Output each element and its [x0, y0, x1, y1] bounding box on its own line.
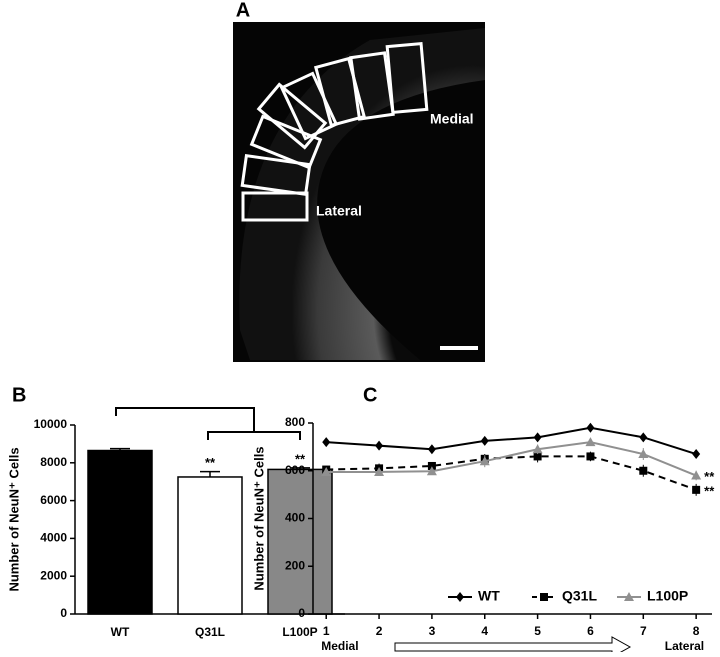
significance-mark: **: [205, 455, 216, 470]
marker: [456, 592, 464, 602]
marker: [691, 470, 702, 480]
x-tick-label: 1: [323, 624, 330, 638]
panel-letter: A: [236, 0, 250, 21]
panel-letter: B: [12, 384, 26, 406]
x-tick-label: Q31L: [195, 625, 225, 639]
x-tick-label: WT: [111, 625, 130, 639]
direction-arrow: [394, 636, 632, 657]
y-tick-label: 200: [285, 558, 305, 572]
x-tick-label: L100P: [282, 625, 317, 639]
y-axis-label: Number of NeuN⁺ Cells: [6, 447, 21, 591]
y-tick-label: 600: [285, 463, 305, 477]
marker: [692, 485, 701, 494]
series-line: [326, 455, 697, 491]
marker: [638, 449, 649, 459]
significance-bracket: [115, 407, 301, 440]
region-label: Lateral: [316, 203, 362, 219]
legend-label: WT: [478, 588, 500, 604]
marker: [427, 461, 436, 470]
series-line: [326, 426, 697, 455]
significance-mark: **: [704, 483, 715, 498]
marker: [374, 466, 385, 476]
significance-mark: **: [295, 451, 306, 466]
panel-letter: C: [363, 384, 377, 406]
x-tick-label: 8: [693, 624, 700, 638]
significance-mark: **: [704, 469, 715, 484]
marker: [540, 593, 548, 601]
bar: [87, 449, 153, 615]
marker: [586, 452, 595, 461]
x-end-label: Medial: [321, 639, 358, 652]
marker: [624, 592, 634, 601]
y-tick-label: 0: [298, 606, 305, 620]
x-end-label: Lateral: [665, 639, 704, 652]
x-tick-label: 3: [429, 624, 436, 638]
y-tick-label: 10000: [34, 417, 68, 431]
y-tick-label: 800: [285, 415, 305, 429]
marker: [639, 432, 648, 443]
x-tick-label: 7: [640, 624, 647, 638]
marker: [585, 437, 596, 447]
marker: [532, 444, 543, 454]
bar: [177, 476, 243, 615]
y-tick-label: 4000: [40, 531, 67, 545]
marker: [639, 466, 648, 475]
marker: [426, 466, 437, 476]
bar: [267, 468, 333, 615]
series-line: [326, 441, 697, 477]
x-tick-label: 2: [376, 624, 383, 638]
marker: [586, 422, 595, 433]
tissue: [239, 28, 485, 360]
marker: [533, 452, 542, 461]
legend-label: L100P: [647, 588, 688, 604]
y-tick-label: 0: [60, 606, 67, 620]
y-tick-label: 2000: [40, 568, 67, 582]
y-tick-label: 8000: [40, 455, 67, 469]
marker: [533, 432, 542, 443]
y-axis-label: Number of NeuN⁺ Cells: [251, 446, 266, 590]
marker: [322, 437, 331, 448]
marker: [321, 466, 332, 476]
x-tick-label: 6: [587, 624, 594, 638]
sampling-boxes: [240, 42, 429, 222]
x-tick-label: 4: [481, 624, 488, 638]
marker: [692, 449, 701, 460]
y-tick-label: 6000: [40, 493, 67, 507]
legend-label: Q31L: [562, 588, 597, 604]
marker: [480, 435, 489, 446]
marker: [427, 444, 436, 455]
region-label: Medial: [430, 111, 474, 127]
marker: [479, 456, 490, 466]
marker: [375, 440, 384, 451]
y-tick-label: 400: [285, 511, 305, 525]
x-tick-label: 5: [534, 624, 541, 638]
